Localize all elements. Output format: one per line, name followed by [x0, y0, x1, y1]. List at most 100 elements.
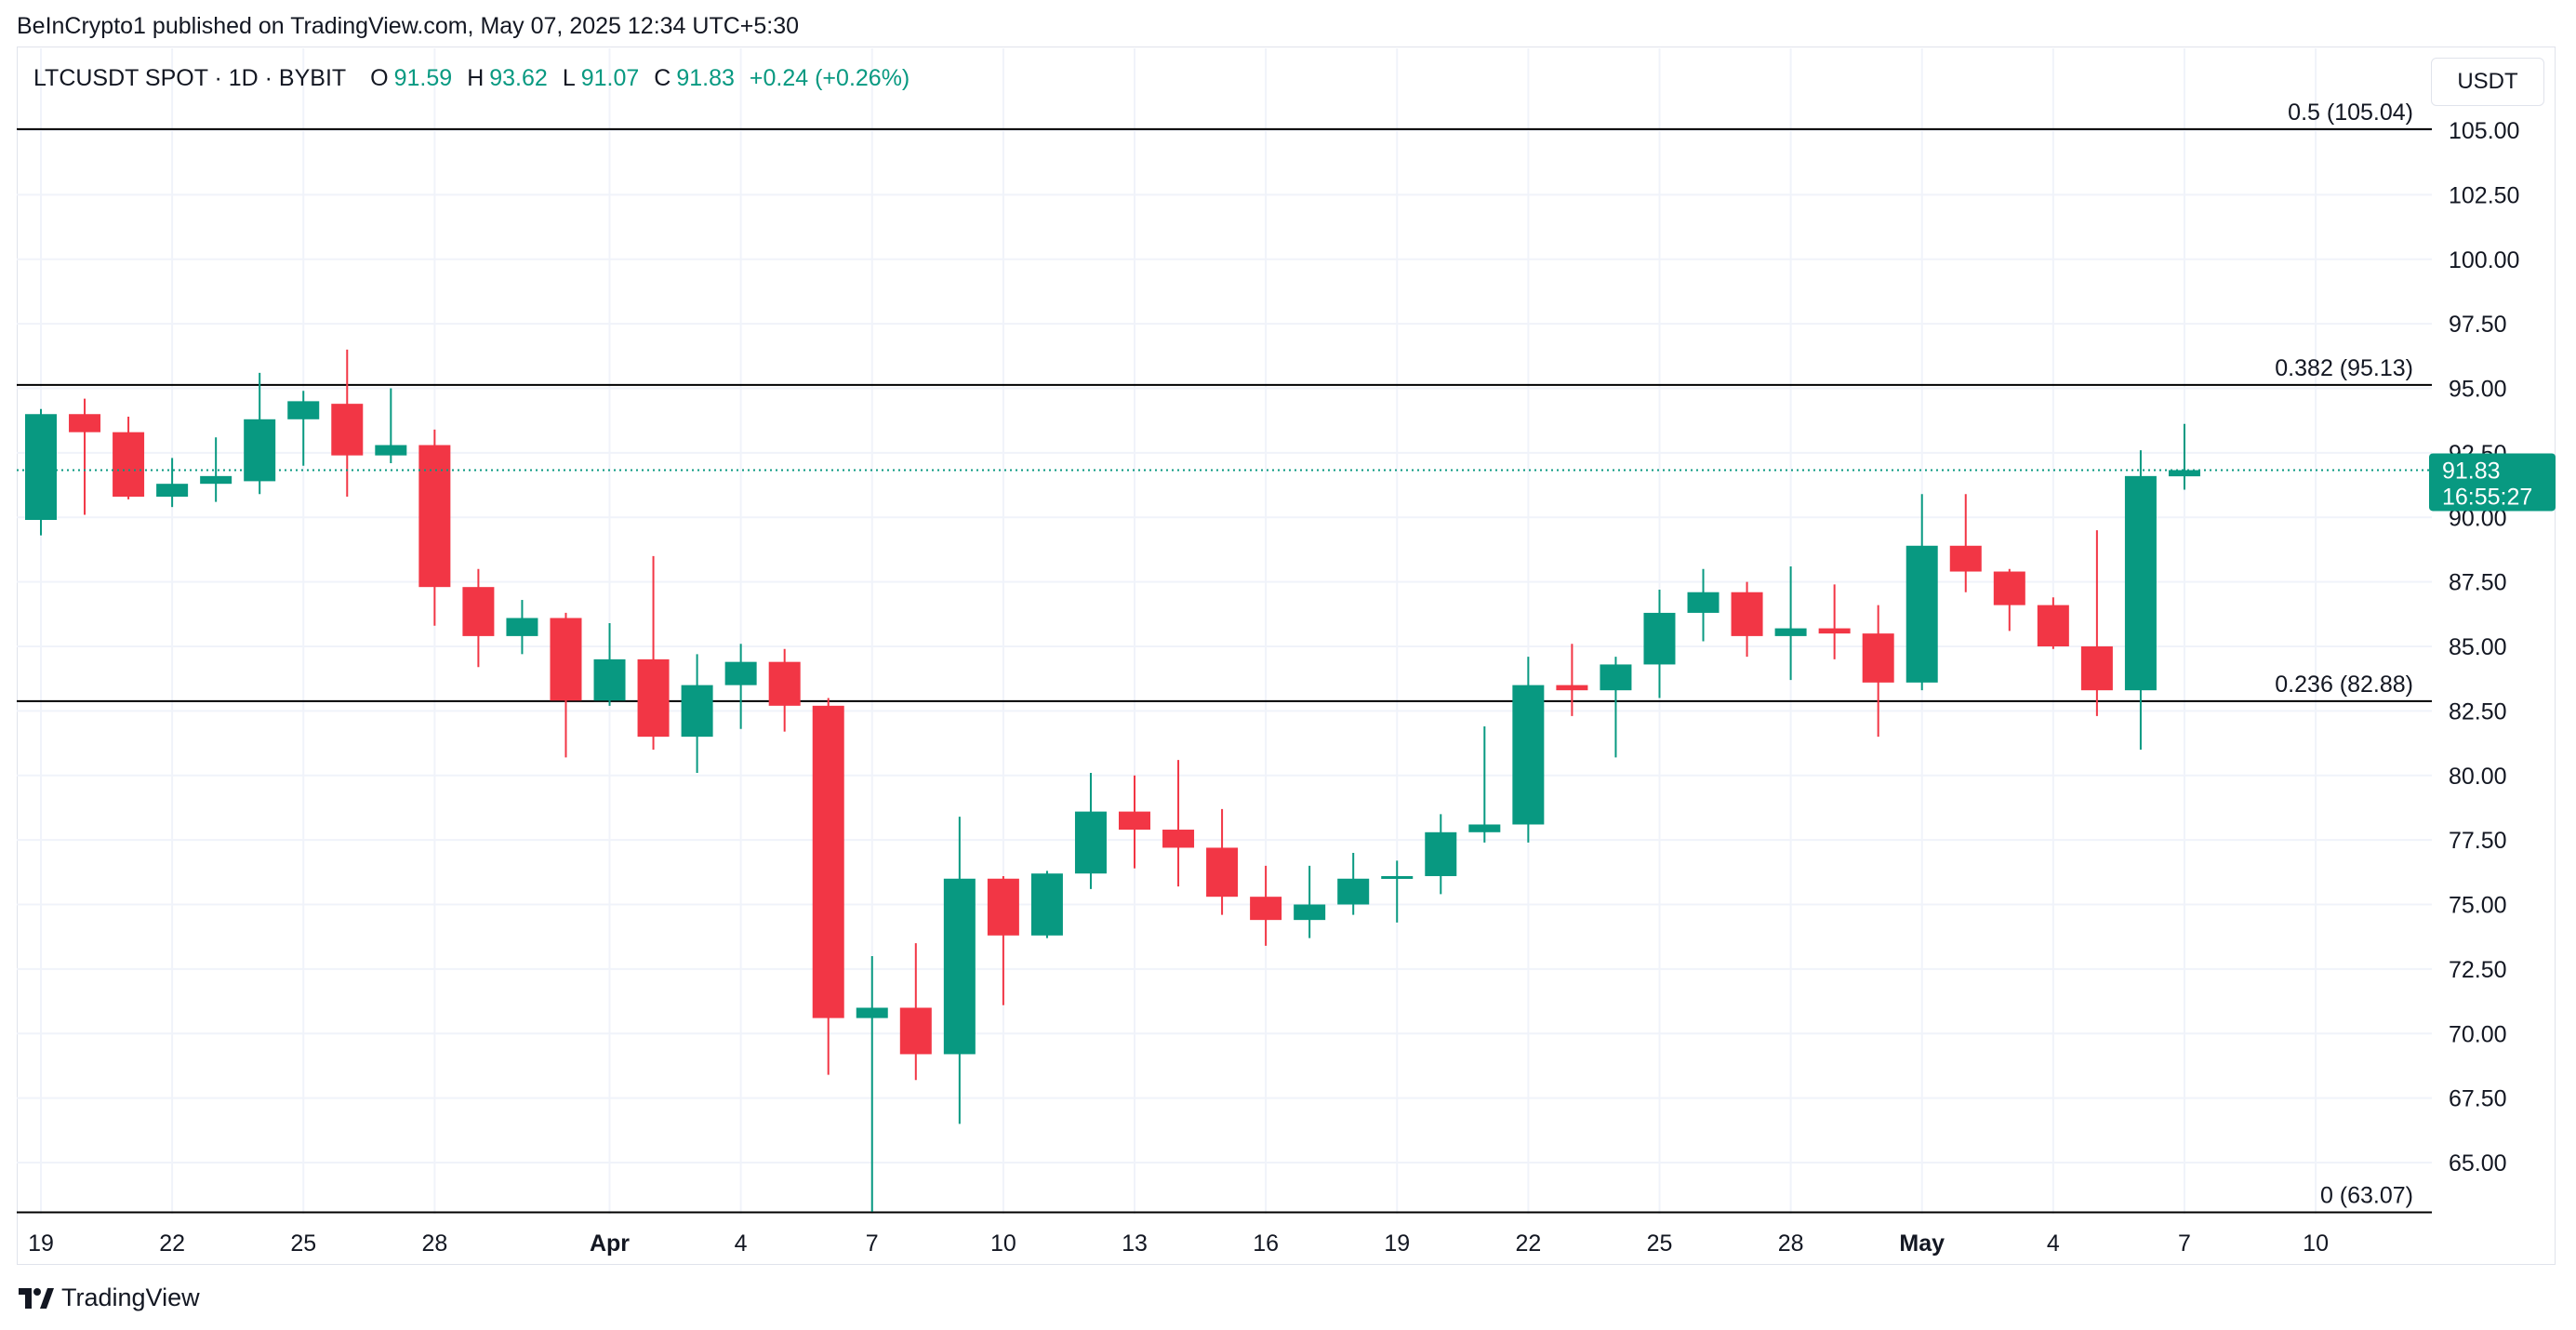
- candle-body: [724, 661, 757, 685]
- x-tick-label: 13: [1122, 1230, 1148, 1257]
- candle-body: [331, 404, 364, 456]
- x-tick-label: 4: [2047, 1230, 2060, 1257]
- x-tick-label: Apr: [590, 1230, 630, 1257]
- low-value: 91.07: [580, 65, 640, 91]
- x-tick-label: 19: [1384, 1230, 1410, 1257]
- candle-body: [200, 475, 232, 485]
- candle-body: [2080, 646, 2113, 691]
- candle-body: [1294, 904, 1326, 921]
- candle-body: [593, 658, 626, 701]
- candle-body: [1337, 878, 1370, 905]
- candle-body: [1468, 824, 1501, 832]
- candle-body: [1119, 811, 1150, 831]
- candle-body: [1818, 628, 1851, 634]
- x-tick-label: 25: [1647, 1230, 1673, 1257]
- candle-body: [768, 661, 801, 706]
- candle-body: [1250, 897, 1282, 921]
- candle-body: [1162, 830, 1195, 848]
- candle-body: [1643, 612, 1676, 665]
- candle-body: [113, 432, 145, 498]
- x-tick-label: 10: [2303, 1230, 2329, 1257]
- candle-body: [1381, 875, 1414, 879]
- candle-body: [156, 484, 189, 498]
- candle-body: [1687, 592, 1720, 613]
- candle-body: [1949, 545, 1982, 572]
- y-tick-label: 82.50: [2449, 698, 2507, 725]
- candle-body: [244, 419, 276, 482]
- x-tick-label: 28: [421, 1230, 447, 1257]
- candle-body: [1206, 847, 1239, 898]
- symbol-label[interactable]: LTCUSDT SPOT · 1D · BYBIT: [33, 65, 347, 91]
- x-tick-label: 25: [290, 1230, 316, 1257]
- open-label: O: [370, 65, 389, 91]
- candle-body: [25, 414, 57, 521]
- candle-body: [506, 618, 538, 636]
- y-tick-label: 75.00: [2449, 893, 2507, 919]
- candle-body: [856, 1007, 888, 1018]
- y-tick-label: 95.00: [2449, 377, 2507, 403]
- open-value: 91.59: [393, 65, 453, 91]
- candle-body: [1862, 633, 1894, 683]
- grid-layer: [17, 48, 2432, 1214]
- candle-body: [943, 878, 976, 1055]
- candle-body: [2124, 475, 2157, 691]
- high-value: 93.62: [489, 65, 548, 91]
- candle-body: [550, 618, 582, 701]
- y-tick-label: 100.00: [2449, 247, 2519, 273]
- x-tick-label: 7: [866, 1230, 879, 1257]
- last-price-value: 91.83: [2442, 458, 2501, 484]
- y-tick-label: 102.50: [2449, 182, 2519, 208]
- tradingview-logo-icon: [19, 1287, 54, 1309]
- candle-body: [2168, 470, 2200, 477]
- candle-body: [1731, 592, 1763, 636]
- y-tick-label: 97.50: [2449, 312, 2507, 338]
- fib-level-label: 0.382 (95.13): [2275, 355, 2413, 381]
- y-tick-label: 85.00: [2449, 634, 2507, 660]
- candle-body: [1030, 873, 1063, 936]
- x-tick-label: 22: [159, 1230, 185, 1257]
- close-label: C: [654, 65, 671, 91]
- y-tick-label: 105.00: [2449, 118, 2519, 144]
- chart-panel[interactable]: [17, 47, 2556, 1265]
- x-tick-label: 19: [28, 1230, 54, 1257]
- candle-body: [1600, 664, 1632, 691]
- candle-body: [69, 414, 101, 432]
- candle-body: [1425, 831, 1457, 876]
- candle-body: [1774, 628, 1807, 636]
- candle-body: [1512, 685, 1545, 825]
- candle-body: [987, 878, 1019, 936]
- y-tick-label: 72.50: [2449, 957, 2507, 983]
- candle-body: [681, 685, 713, 738]
- low-label: L: [562, 65, 576, 91]
- x-tick-label: 10: [990, 1230, 1016, 1257]
- axis-layer: 65.00 67.50 70.00 72.50 75.00 77.50 80.00 82.50…: [28, 118, 2556, 1257]
- candle-body: [637, 658, 670, 738]
- ohlc-legend: LTCUSDT SPOT · 1D · BYBIT O 91.59 H 93.62 …: [33, 65, 910, 92]
- publisher-attribution: BeInCrypto1 published on TradingView.com…: [17, 13, 800, 39]
- x-tick-label: 7: [2178, 1230, 2191, 1257]
- fib-level-label: 0.236 (82.88): [2275, 672, 2413, 698]
- candle-body: [2037, 605, 2069, 646]
- candle-body: [462, 587, 495, 636]
- y-tick-label: 67.50: [2449, 1086, 2507, 1112]
- candle-body: [418, 445, 451, 588]
- candle-body: [1993, 571, 2025, 605]
- y-tick-label: 80.00: [2449, 764, 2507, 790]
- bar-countdown: 16:55:27: [2442, 484, 2532, 510]
- currency-selector[interactable]: USDT: [2431, 58, 2544, 106]
- high-label: H: [467, 65, 485, 91]
- candle-body: [812, 705, 844, 1018]
- y-tick-label: 77.50: [2449, 828, 2507, 854]
- y-tick-label: 87.50: [2449, 570, 2507, 596]
- candles-layer: [17, 349, 2432, 1212]
- fib-levels-layer: 0.5 (105.04) 0.382 (95.13) 0.236 (82.88) 0 …: [17, 100, 2432, 1214]
- fib-level-label: 0 (63.07): [2320, 1183, 2413, 1209]
- tradingview-logo[interactable]: TradingView: [19, 1283, 200, 1312]
- tradingview-brand: TradingView: [61, 1283, 200, 1311]
- x-tick-label: 28: [1778, 1230, 1804, 1257]
- last-price-badge: [2429, 453, 2556, 512]
- fib-level-label: 0.5 (105.04): [2288, 100, 2413, 126]
- candle-body: [287, 401, 320, 419]
- x-tick-label: 16: [1253, 1230, 1279, 1257]
